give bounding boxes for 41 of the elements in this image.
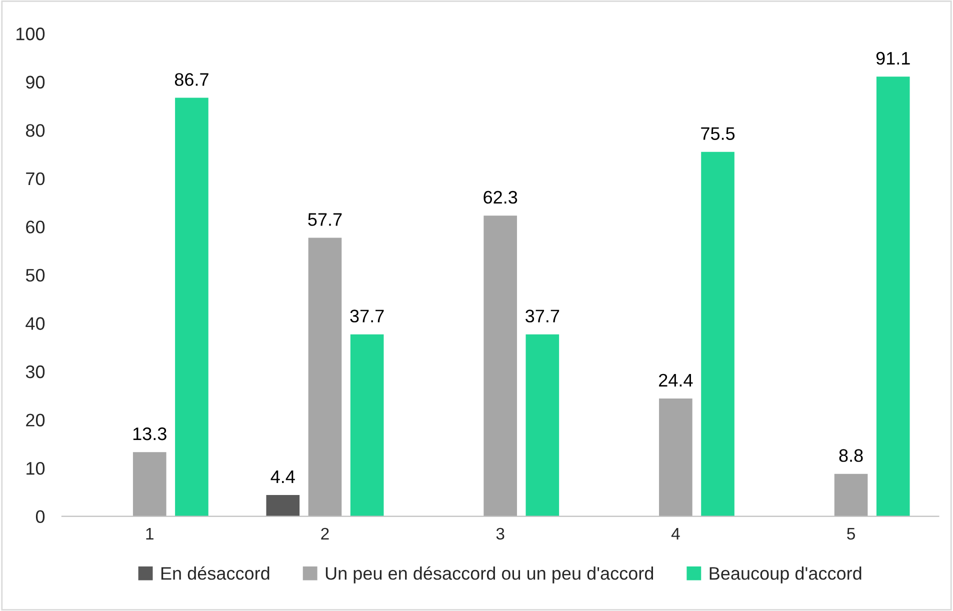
data-label: 24.4 [659, 374, 693, 386]
data-label: 4.4 [270, 470, 295, 483]
data-label: 62.3 [484, 190, 518, 204]
bar [484, 216, 517, 516]
data-label: 91.1 [876, 52, 910, 65]
bar [834, 474, 868, 516]
bar [659, 398, 692, 516]
legend-label: En désaccord [161, 566, 270, 580]
bar [526, 334, 560, 516]
y-tick-label: 70 [26, 172, 45, 186]
data-label: 8.8 [839, 449, 863, 462]
bar [350, 334, 384, 516]
y-tick-label: 40 [26, 317, 45, 330]
y-tick-label: 50 [26, 268, 45, 282]
y-tick-label: 80 [26, 124, 45, 137]
legend-label: Un peu en désaccord ou un peu d'accord [326, 566, 654, 584]
bar [132, 452, 166, 516]
x-tick-label: 3 [496, 528, 504, 540]
x-tick-label: 2 [321, 528, 329, 540]
bar [876, 76, 910, 516]
data-label: 13.3 [133, 427, 166, 440]
y-tick-label: 30 [26, 365, 45, 378]
legend-label: Beaucoup d'accord [710, 566, 862, 584]
bar [701, 152, 734, 516]
data-label: 37.7 [350, 310, 384, 322]
data-label: 75.5 [701, 127, 735, 140]
bar [266, 495, 300, 516]
y-tick-label: 10 [26, 462, 45, 475]
y-tick-label: 0 [36, 510, 45, 524]
data-label: 86.7 [174, 73, 208, 86]
x-tick-label: 4 [671, 528, 680, 540]
bar [175, 98, 208, 516]
x-tick-label: 1 [146, 528, 154, 540]
x-tick-label: 5 [847, 528, 855, 540]
y-tick-label: 100 [16, 28, 45, 40]
y-tick-label: 60 [26, 220, 45, 234]
bar [308, 238, 342, 516]
y-tick-label: 90 [26, 76, 45, 89]
y-tick-label: 20 [26, 414, 45, 426]
data-label: 57.7 [308, 213, 342, 226]
data-label: 37.7 [526, 310, 560, 322]
